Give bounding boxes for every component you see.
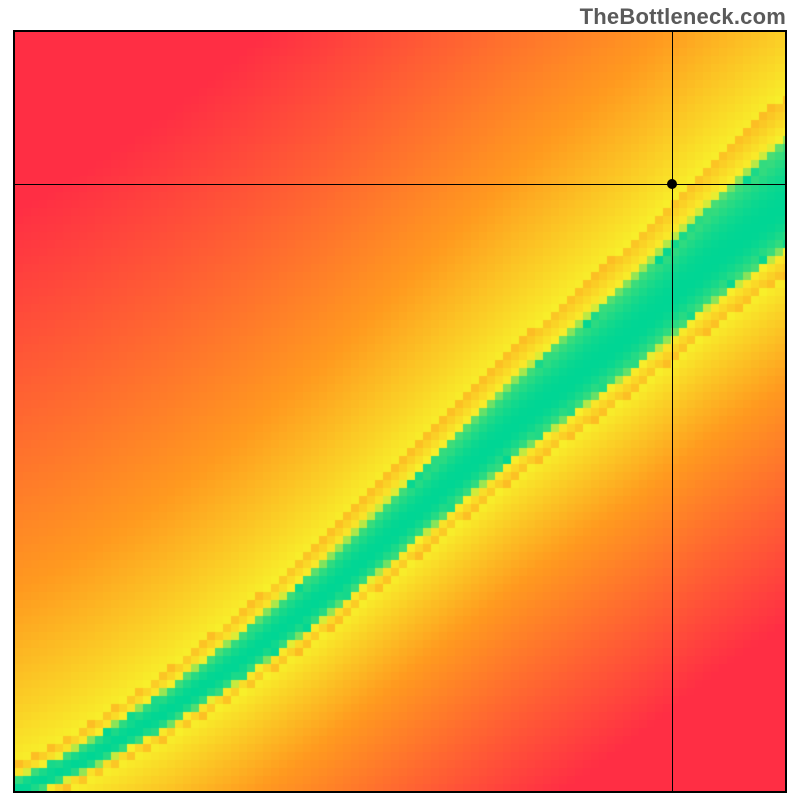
marker-dot bbox=[667, 179, 677, 189]
crosshair-vertical bbox=[672, 32, 673, 791]
watermark-text: TheBottleneck.com bbox=[580, 4, 786, 30]
heatmap-canvas bbox=[15, 32, 785, 791]
chart-container: TheBottleneck.com bbox=[0, 0, 800, 800]
plot-frame bbox=[13, 30, 787, 793]
plot-inner bbox=[15, 32, 785, 791]
